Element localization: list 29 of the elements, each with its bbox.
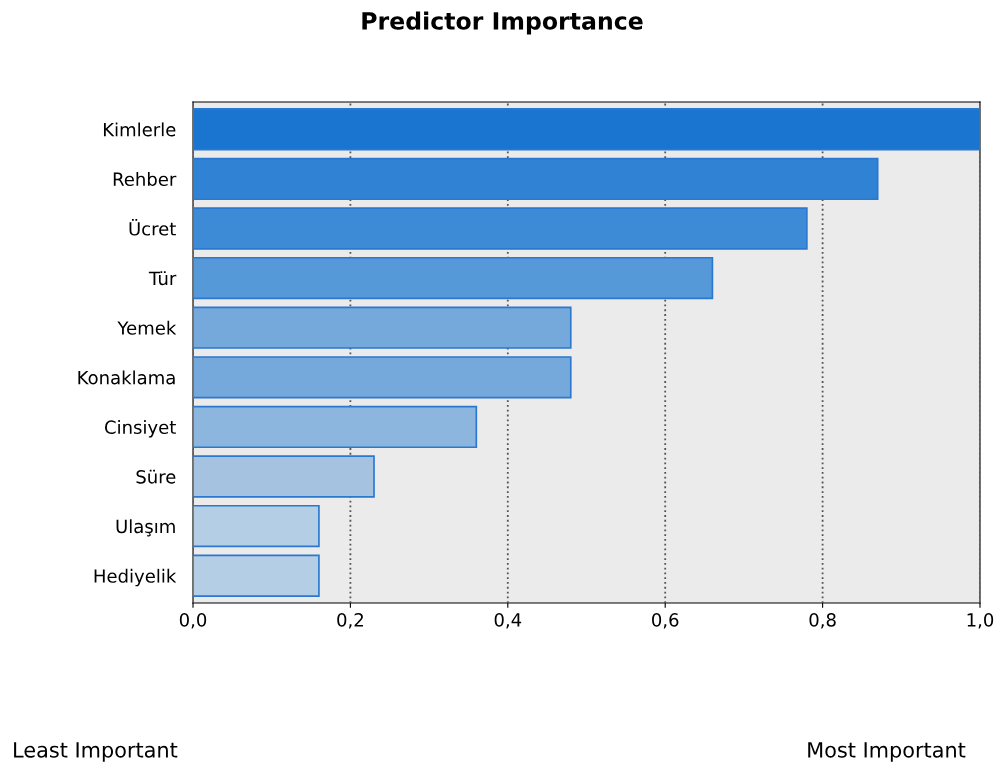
y-tick-label: Kimlerle [103, 122, 176, 137]
bar [193, 306, 572, 349]
y-tick-label: Rehber [113, 172, 177, 186]
x-tick-label: 0,8 [809, 613, 836, 629]
bar [193, 207, 808, 250]
y-tick-label: Ulaşım [116, 519, 175, 537]
y-tick-label: Süre [136, 469, 176, 484]
bar [193, 504, 320, 548]
bar [193, 256, 714, 300]
x-tick-label: 0,0 [179, 613, 207, 629]
bar [193, 157, 879, 201]
x-tick-label: 0,6 [652, 613, 679, 629]
bar [193, 405, 478, 449]
chart-title: Predictor Importance [362, 11, 643, 35]
x-tick-label: 1,0 [967, 613, 994, 629]
bar [193, 356, 572, 399]
y-tick-label: Ücret [129, 218, 176, 236]
text: Most Important [808, 742, 966, 762]
y-tick-label: Tür [148, 271, 177, 286]
x-tick-label: 0,4 [494, 613, 522, 629]
y-tick-label: Konaklama [78, 370, 175, 385]
bar [193, 554, 320, 597]
y-tick-label: Cinsiyet [104, 420, 176, 438]
y-tick-label: Hediyelik [94, 568, 177, 587]
x-tick-label: 0,2 [337, 613, 363, 629]
bar [193, 108, 980, 151]
text: Least Important [14, 742, 178, 762]
y-tick-label: Yemek [117, 320, 177, 335]
bar [193, 455, 375, 498]
